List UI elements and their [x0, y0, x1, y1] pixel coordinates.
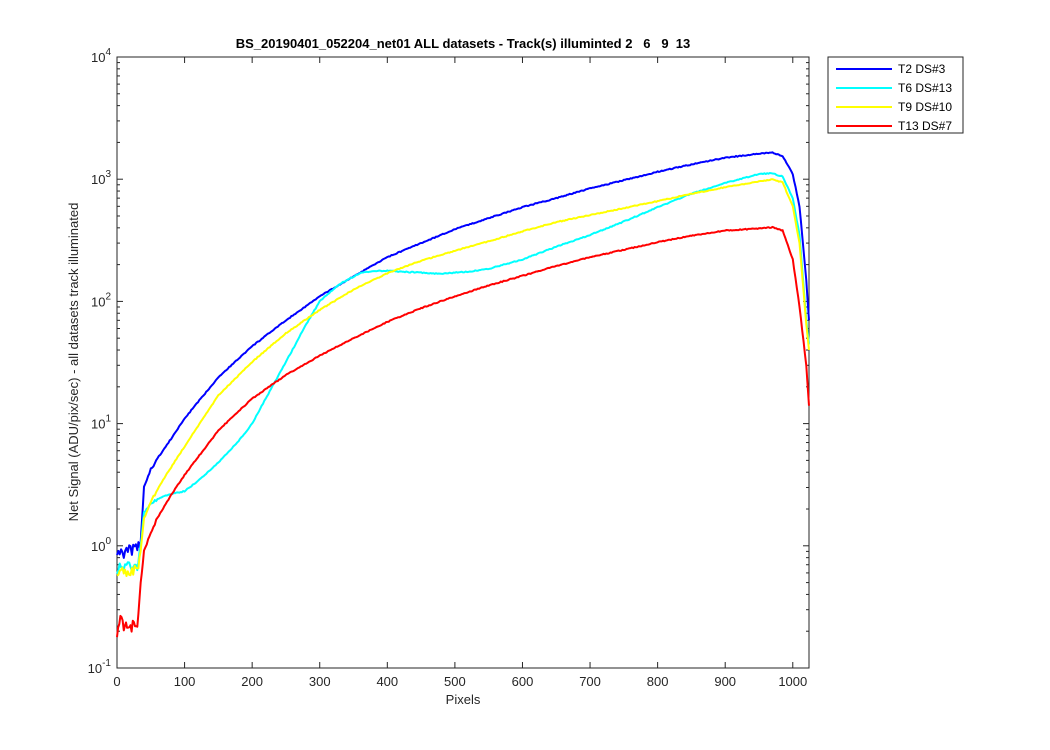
plot-area: 0 100 200 300 400 500 600 700 800 900 1000 10-1 100… [88, 47, 810, 689]
x-axis-label: Pixels [446, 692, 481, 707]
x-tick-labels: 0 100 200 300 400 500 600 700 800 900 1000 [113, 674, 807, 689]
x-tick-label: 700 [579, 674, 601, 689]
series-line-4 [116, 225, 810, 638]
legend-label: T13 DS#7 [898, 119, 952, 133]
series-lines [116, 151, 810, 638]
axes-box [116, 56, 810, 669]
series-line-3 [116, 178, 810, 577]
axis-ticks [116, 56, 809, 669]
x-tick-label: 200 [241, 674, 263, 689]
y-tick-label: 10-1 [88, 658, 112, 676]
x-tick-label: 600 [512, 674, 534, 689]
legend-label: T9 DS#10 [898, 100, 952, 114]
x-tick-label: 1000 [778, 674, 807, 689]
chart-title: BS_20190401_052204_net01 ALL datasets - … [236, 36, 691, 51]
y-tick-label: 101 [91, 414, 111, 432]
y-tick-labels: 10-1 100 101 102 103 104 [88, 47, 112, 676]
x-tick-label: 100 [174, 674, 196, 689]
x-tick-label: 400 [376, 674, 398, 689]
y-tick-label: 102 [91, 291, 111, 309]
legend: T2 DS#3 T6 DS#13 T9 DS#10 T13 DS#7 [827, 56, 964, 134]
legend-label: T2 DS#3 [898, 62, 946, 76]
x-tick-label: 900 [714, 674, 736, 689]
y-tick-label: 103 [91, 169, 111, 187]
y-axis-label: Net Signal (ADU/pix/sec) - all datasets … [66, 203, 81, 522]
x-tick-label: 500 [444, 674, 466, 689]
series-line-1 [116, 151, 810, 559]
y-tick-label: 104 [91, 47, 111, 65]
x-tick-label: 0 [113, 674, 120, 689]
y-tick-label: 100 [91, 536, 111, 554]
x-tick-label: 300 [309, 674, 331, 689]
x-tick-label: 800 [647, 674, 669, 689]
legend-label: T6 DS#13 [898, 81, 952, 95]
